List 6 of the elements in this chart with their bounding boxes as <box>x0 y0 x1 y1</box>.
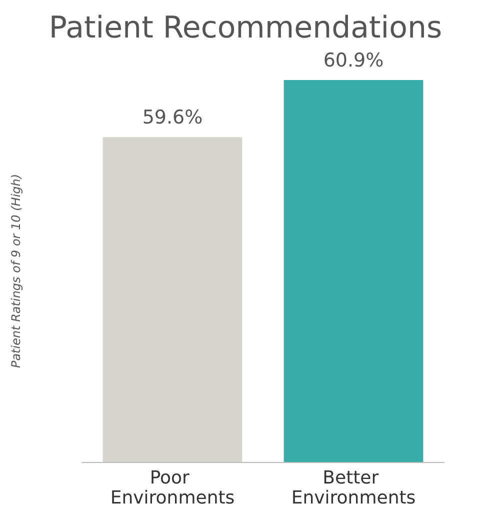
data-label: 60.9% <box>323 50 384 72</box>
x-tick-label: Poor Environments <box>110 468 235 508</box>
data-label: 59.6% <box>142 106 203 129</box>
y-axis-title: Patient Ratings of 9 or 10 (High) <box>9 174 23 368</box>
x-tick-label: Better Environments <box>291 468 416 508</box>
chart-title: Patient Recommendations <box>48 10 442 46</box>
